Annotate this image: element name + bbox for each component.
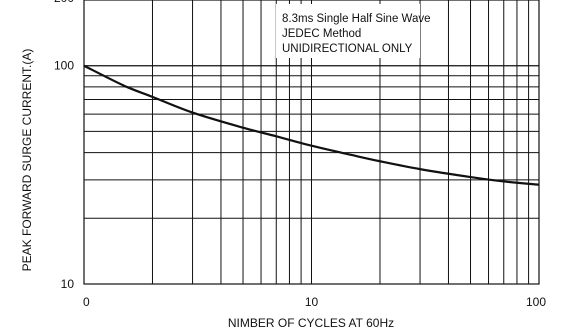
annotation-line-2: JEDEC Method bbox=[282, 28, 361, 40]
annotation-box: 8.3ms Single Half Sine Wave JEDEC Method… bbox=[276, 4, 431, 58]
y-tick-label: 100 bbox=[54, 59, 74, 73]
annotation-line-3: UNIDIRECTIONAL ONLY bbox=[282, 43, 413, 55]
y-tick-label: 200 bbox=[54, 0, 74, 5]
series-group bbox=[83, 64, 540, 186]
y-axis-title: PEAK FORWARD SURGE CURRENT.(A) bbox=[20, 49, 34, 272]
x-tick-label: 0 bbox=[83, 295, 90, 309]
tick-labels: 0 10 100 10 100 200 bbox=[54, 0, 546, 309]
x-axis-title: NIMBER OF CYCLES AT 60Hz bbox=[228, 316, 394, 330]
annotation-line-1: 8.3ms Single Half Sine Wave bbox=[282, 13, 431, 25]
x-tick-label: 100 bbox=[526, 295, 546, 309]
annotation-background bbox=[276, 4, 420, 58]
x-tick-label: 10 bbox=[305, 295, 319, 309]
surge-current-curve bbox=[83, 64, 540, 186]
y-tick-label: 10 bbox=[61, 277, 75, 291]
plot-frame bbox=[83, 0, 540, 285]
